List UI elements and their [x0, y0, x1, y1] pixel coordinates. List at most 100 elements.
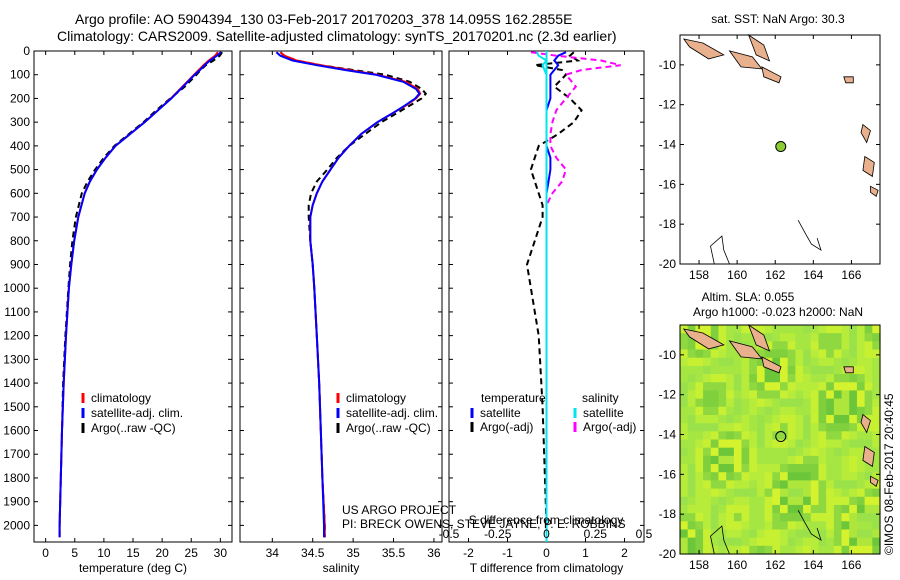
sla-cell — [772, 333, 781, 342]
sla-cell — [795, 341, 804, 351]
sla-cell — [718, 398, 727, 408]
sla-cell — [687, 398, 696, 408]
sla-cell — [849, 349, 858, 359]
sla-cell — [733, 325, 743, 334]
sla-cell — [841, 472, 850, 481]
island — [870, 185, 879, 197]
sla-cell — [680, 537, 689, 547]
sla-cell — [710, 333, 720, 342]
island — [747, 323, 771, 352]
sla-cell — [864, 488, 873, 498]
sla-cell — [680, 398, 689, 408]
sla-cell — [795, 496, 804, 506]
sla-cell — [733, 529, 743, 539]
sla-cell — [741, 447, 750, 457]
legend-label: climatology — [91, 391, 151, 405]
sla-cell — [695, 374, 704, 383]
sla-cell — [810, 341, 820, 351]
sla-cell — [787, 496, 796, 506]
sla-cell — [726, 537, 735, 547]
y-tick-label: 1700 — [3, 447, 30, 461]
sla-cell — [749, 365, 758, 375]
sla-cell — [841, 447, 850, 457]
sla-cell — [780, 529, 789, 539]
sla-cell — [803, 529, 812, 539]
sla-cell — [856, 325, 866, 334]
x-tick-label: 10 — [97, 546, 111, 560]
sla-cell — [703, 325, 712, 334]
legend-label: satellite-adj. clim. — [91, 406, 183, 420]
sla-cell — [864, 439, 873, 449]
sla-cell — [772, 374, 781, 383]
sla-cell — [680, 349, 689, 359]
sla-cell — [687, 439, 696, 449]
y-tick-label: 200 — [10, 91, 30, 105]
y-tick-label: 1800 — [3, 471, 30, 485]
sla-cell — [787, 472, 796, 481]
sla-cell — [787, 488, 796, 498]
reef-contour — [797, 220, 822, 252]
sla-cell — [856, 537, 866, 547]
sla-cell — [764, 439, 773, 449]
y-tick-label: 2000 — [3, 518, 30, 532]
sla-cell — [772, 504, 781, 514]
legend-label: satellite-adj. clim. — [346, 406, 438, 420]
sla-cell — [856, 414, 866, 424]
sla-cell — [756, 537, 766, 547]
sla-cell — [726, 447, 735, 457]
sla-cell — [787, 398, 796, 408]
sla-cell — [680, 390, 689, 400]
sla-cell — [872, 398, 881, 408]
sla-cell — [680, 504, 689, 514]
sla-cell — [833, 529, 843, 539]
sla-cell — [849, 545, 858, 555]
sla-cell — [810, 504, 820, 514]
y-tick-label: -10 — [659, 348, 677, 362]
sla-cell — [733, 390, 743, 400]
sla-cell — [733, 455, 743, 465]
sla-cell — [795, 480, 804, 490]
sla-cell — [741, 333, 750, 342]
sla-cell — [764, 496, 773, 506]
sla-cell — [703, 455, 712, 465]
sla-cell — [718, 390, 727, 400]
sla-cell — [826, 390, 835, 400]
sla-cell — [856, 357, 866, 367]
sla-cell — [795, 423, 804, 432]
sla-cell — [856, 496, 866, 506]
sla-cell — [856, 439, 866, 449]
sla-cell — [749, 431, 758, 441]
sla-cell — [826, 545, 835, 555]
sla-cell — [695, 521, 704, 531]
sla-cell — [703, 390, 712, 400]
sla-cell — [687, 365, 696, 375]
sla-cell — [841, 357, 850, 367]
sla-cell — [841, 374, 850, 383]
top-tick-label: 0 — [543, 527, 550, 541]
sla-cell — [787, 504, 796, 514]
sla-cell — [718, 496, 727, 506]
sla-cell — [687, 357, 696, 367]
sla-cell — [687, 431, 696, 441]
sla-cell — [718, 325, 727, 334]
sla-cell — [726, 488, 735, 498]
sla-cell — [810, 537, 820, 547]
x-tick-label: 162 — [765, 268, 785, 282]
series-t-argo-adj- — [525, 51, 583, 538]
sla-map-panel: 158 160 162 164 166 -10 -12 -14 -16 -18 -20 Altim. … — [659, 290, 881, 572]
top-tick-label: 0.25 — [584, 527, 608, 541]
sla-cell — [841, 341, 850, 351]
temperature-frame — [33, 50, 233, 543]
sla-cell — [772, 382, 781, 392]
island — [860, 123, 871, 144]
sla-cell — [772, 406, 781, 416]
sla-cell — [849, 333, 858, 342]
sla-cell — [680, 545, 689, 555]
sla-cell — [718, 488, 727, 498]
sla-cell — [726, 333, 735, 342]
sla-cell — [803, 447, 812, 457]
sla-cell — [826, 521, 835, 531]
sla-cell — [756, 439, 766, 449]
sla-cell — [803, 480, 812, 490]
sla-cell — [803, 414, 812, 424]
